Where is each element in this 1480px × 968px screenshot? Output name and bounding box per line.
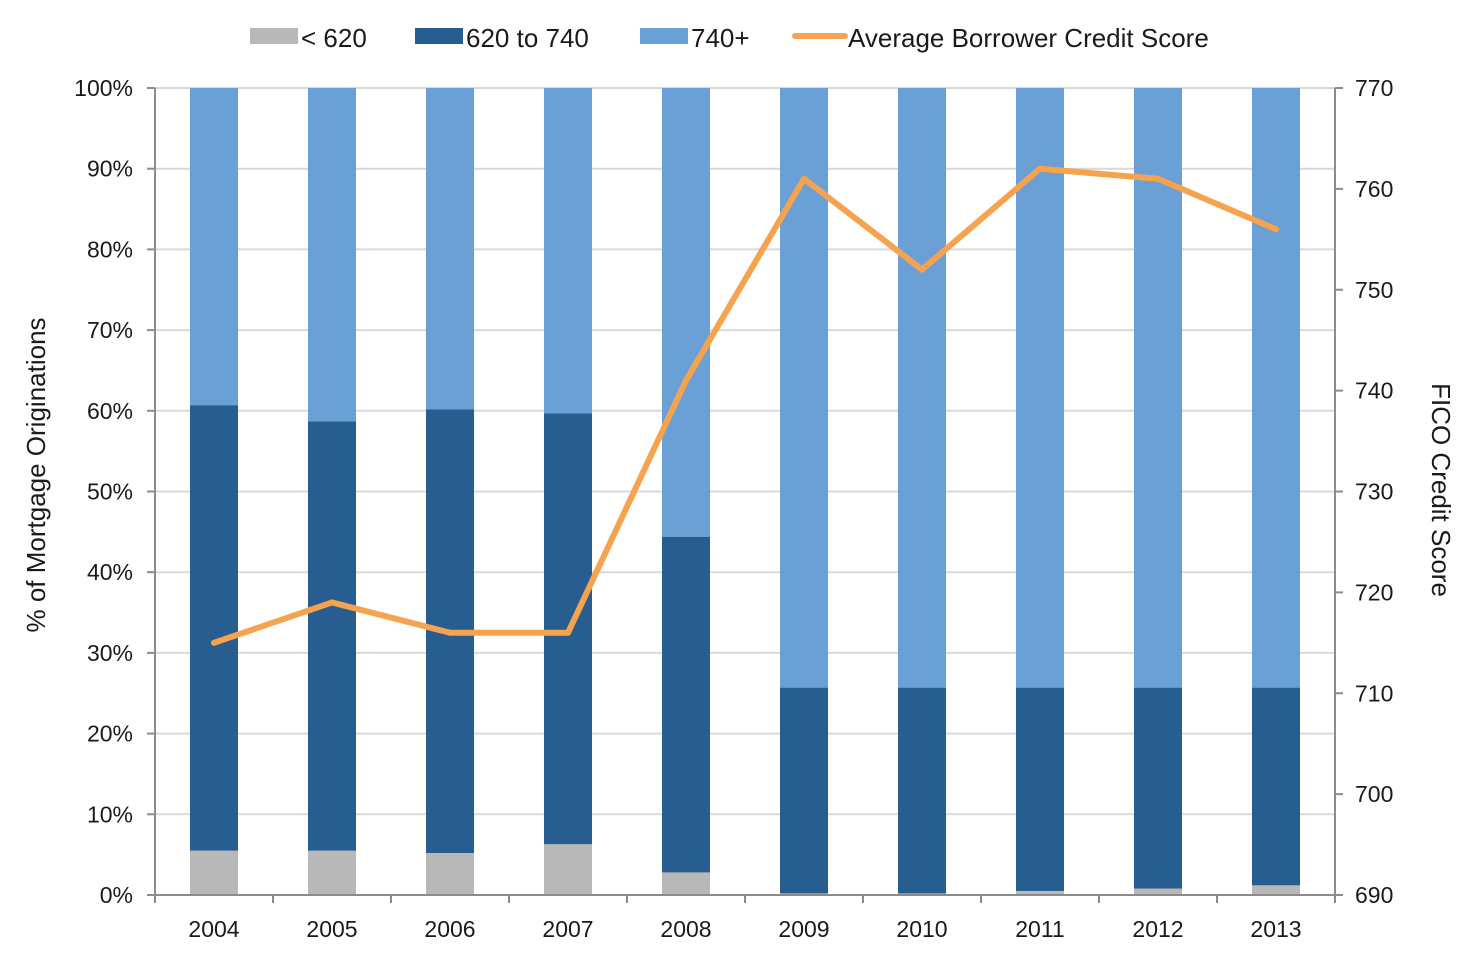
y2-tick-label: 760 xyxy=(1355,176,1393,202)
bar xyxy=(898,88,946,688)
credit-score-point xyxy=(565,629,571,636)
y-tick-label: 0% xyxy=(100,882,133,908)
y2-tick-label: 730 xyxy=(1355,479,1393,505)
x-tick-label: 2010 xyxy=(896,916,947,942)
bar xyxy=(544,88,592,414)
y2-axis-title: FICO Credit Score xyxy=(1426,383,1456,597)
credit-score-point xyxy=(919,266,925,273)
bar xyxy=(1252,88,1300,688)
bar xyxy=(1016,890,1064,895)
credit-score-point xyxy=(1273,226,1279,233)
y-tick-label: 70% xyxy=(87,317,133,343)
legend-label: < 620 xyxy=(301,23,367,53)
y2-tick-label: 710 xyxy=(1355,680,1393,706)
x-tick-label: 2009 xyxy=(778,916,829,942)
bar xyxy=(190,88,238,406)
bar xyxy=(898,687,946,894)
y2-tick-label: 720 xyxy=(1355,579,1393,605)
legend-swatch xyxy=(640,28,688,44)
legend-label: 740+ xyxy=(691,23,750,53)
y-tick-label: 80% xyxy=(87,236,133,262)
legend-label: 620 to 740 xyxy=(466,23,589,53)
y-tick-label: 20% xyxy=(87,721,133,747)
bar xyxy=(190,405,238,851)
y-tick-label: 60% xyxy=(87,398,133,424)
legend-swatch xyxy=(415,28,463,44)
credit-score-point xyxy=(683,377,689,384)
bar xyxy=(662,872,710,895)
bar xyxy=(308,421,356,851)
bar xyxy=(426,853,474,895)
bar xyxy=(308,88,356,422)
x-tick-label: 2011 xyxy=(1015,916,1064,942)
legend-swatch xyxy=(250,28,298,44)
y-tick-label: 40% xyxy=(87,559,133,585)
y2-tick-label: 740 xyxy=(1355,378,1393,404)
line-series xyxy=(211,165,1279,646)
y-tick-label: 90% xyxy=(87,156,133,182)
bar xyxy=(1252,687,1300,886)
credit-score-point xyxy=(801,175,807,182)
credit-score-point xyxy=(329,599,335,606)
legend: < 620 620 to 740 740+ Average Borrower Cred… xyxy=(250,23,1209,53)
bar xyxy=(544,844,592,895)
y-axis-title: % of Mortgage Originations xyxy=(21,317,51,632)
credit-score-point xyxy=(447,629,453,636)
credit-score-point xyxy=(1155,175,1161,182)
bar xyxy=(426,88,474,410)
bar xyxy=(1134,687,1182,889)
y-tick-label: 30% xyxy=(87,640,133,666)
credit-score-line xyxy=(211,165,1279,646)
credit-score-point xyxy=(1037,165,1043,172)
bar xyxy=(662,536,710,873)
y2-tick-label: 690 xyxy=(1355,882,1393,908)
x-tick-label: 2004 xyxy=(188,916,239,942)
y-tick-label: 50% xyxy=(87,479,133,505)
credit-score-point xyxy=(211,639,217,646)
y2-tick-label: 700 xyxy=(1355,781,1393,807)
bar xyxy=(308,850,356,895)
bar xyxy=(1252,885,1300,895)
x-tick-label: 2005 xyxy=(306,916,357,942)
bar xyxy=(1016,687,1064,891)
legend-label: Average Borrower Credit Score xyxy=(848,23,1209,53)
x-tick-label: 2013 xyxy=(1250,916,1301,942)
x-tick-label: 2006 xyxy=(424,916,475,942)
x-tick-label: 2007 xyxy=(542,916,593,942)
y-tick-label: 10% xyxy=(87,801,133,827)
bar xyxy=(1016,88,1064,688)
bar xyxy=(1134,888,1182,895)
bar xyxy=(662,88,710,537)
y2-tick-label: 770 xyxy=(1355,75,1393,101)
bar xyxy=(780,687,828,894)
x-tick-label: 2008 xyxy=(660,916,711,942)
axes: 0% 10% 20% 30% 40% 50% 60% 70% 80% 90% 100% 690 700 7… xyxy=(74,75,1393,942)
y-tick-label: 100% xyxy=(74,75,133,101)
x-tick-label: 2012 xyxy=(1132,916,1183,942)
y2-tick-label: 750 xyxy=(1355,277,1393,303)
bar xyxy=(190,850,238,895)
